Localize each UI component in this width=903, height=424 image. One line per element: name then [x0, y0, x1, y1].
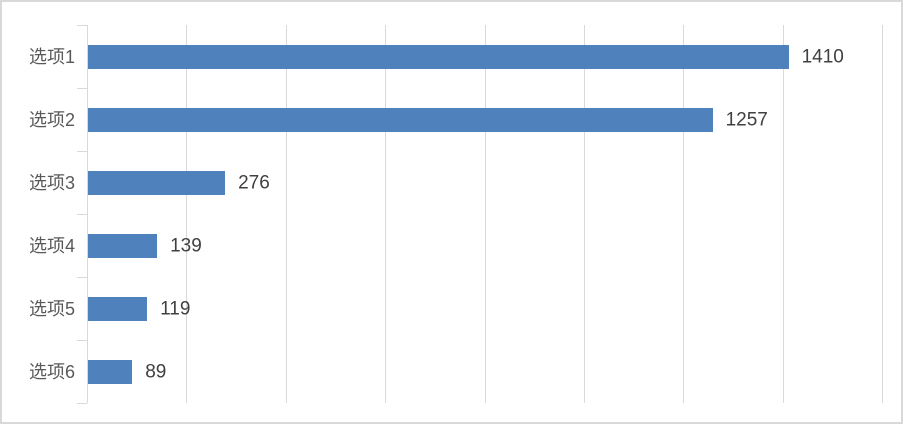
bar [88, 359, 133, 384]
axis-tick [77, 403, 87, 404]
category-axis-line [87, 25, 88, 403]
value-label: 89 [145, 361, 167, 382]
axis-tick [77, 214, 87, 215]
category-label: 选项6 [28, 361, 75, 382]
gridline [683, 25, 685, 403]
value-label: 1257 [725, 109, 768, 130]
gridline [285, 25, 287, 403]
gridline [484, 25, 486, 403]
axis-tick [77, 25, 87, 26]
bar [88, 107, 713, 132]
axis-tick [77, 88, 87, 89]
gridline [186, 25, 188, 403]
axis-tick [77, 277, 87, 278]
value-label: 139 [170, 235, 202, 256]
category-label: 选项5 [28, 298, 75, 319]
bar [88, 170, 226, 195]
axis-tick [77, 151, 87, 152]
bar [88, 44, 789, 69]
category-label: 选项3 [28, 172, 75, 193]
value-label: 1410 [801, 46, 844, 67]
value-label: 119 [160, 298, 191, 319]
bar [88, 233, 158, 258]
gridline [583, 25, 585, 403]
value-label: 276 [238, 172, 270, 193]
category-label: 选项4 [28, 235, 75, 256]
gridline [385, 25, 387, 403]
gridline [782, 25, 784, 403]
axis-tick [77, 340, 87, 341]
bar [88, 296, 148, 321]
gridline [882, 25, 883, 403]
category-label: 选项2 [28, 109, 75, 130]
category-label: 选项1 [28, 46, 75, 67]
